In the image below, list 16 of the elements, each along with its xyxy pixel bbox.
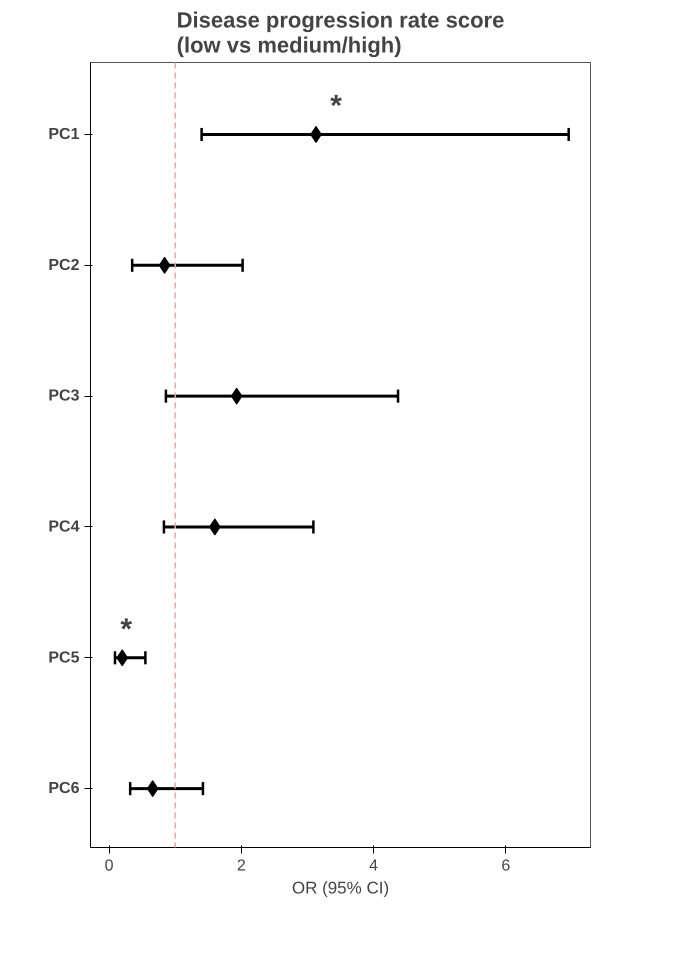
y-tick-label: PC1 [48, 126, 80, 143]
x-tick-label: 6 [501, 858, 510, 874]
x-tick-label: 2 [236, 858, 246, 874]
annotation: * [120, 613, 132, 646]
point [116, 649, 128, 666]
x-tick-label: 4 [369, 858, 378, 874]
y-tick-label: PC4 [48, 518, 80, 536]
y-tick-label: PC2 [48, 256, 80, 274]
x-axis-title: OR (95% CI) [292, 878, 390, 898]
chart-title: Disease progression rate score (low vs medium/high) [176, 8, 504, 58]
y-tick-label: PC5 [48, 649, 80, 666]
point [146, 780, 159, 798]
annotation: * [330, 90, 342, 123]
y-tick-label: PC6 [48, 780, 80, 798]
x-tick-label: 0 [104, 858, 114, 874]
y-tick-label: PC3 [48, 388, 80, 405]
